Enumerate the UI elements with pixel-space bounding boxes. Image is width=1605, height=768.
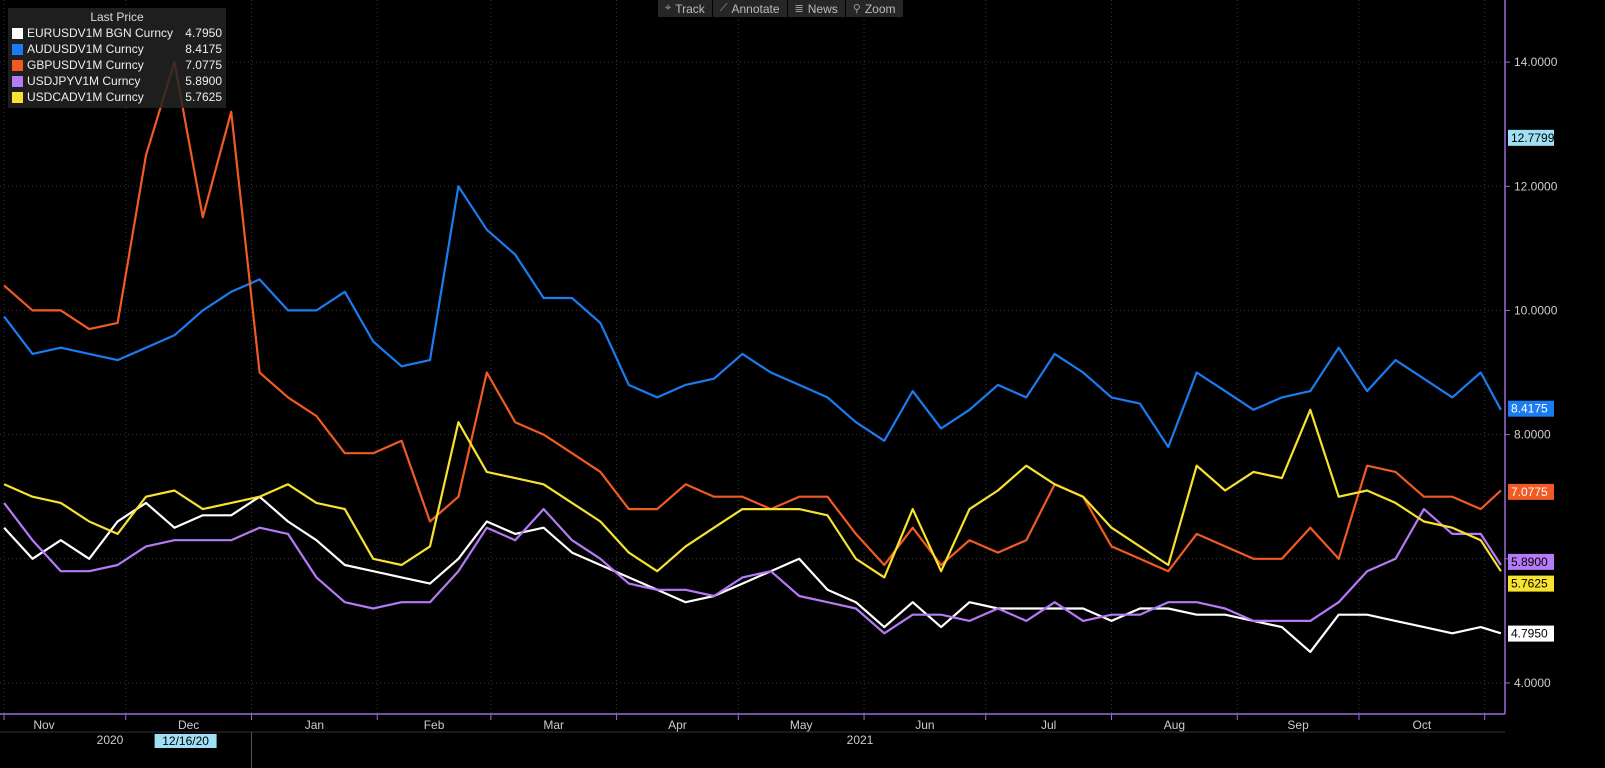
track-button[interactable]: ⌖ Track [658,0,713,17]
series-line [3,60,1502,573]
legend-swatch [12,75,23,87]
highlight-date-label: 12/16/20 [162,734,209,748]
legend-title: Last Price [90,10,144,24]
annotate-button[interactable]: ⟋ Annotate [712,0,788,17]
last-value-tag: 7.0775 [1511,485,1548,499]
y-tick-label: 10.0000 [1514,303,1558,317]
year-label-2021: 2021 [847,733,874,747]
series-lines [3,60,1502,654]
last-value-tag-bg [1508,400,1554,417]
magnifier-icon: ⚲ [852,3,861,15]
legend-entry-gbpusd[interactable]: GBPUSDV1M Curncy 7.0775 [12,57,222,73]
axes: 4.00006.00008.000010.000012.000014.00001… [0,0,1558,768]
last-value-tag: 4.7950 [1511,627,1548,641]
y-tick-label: 14.0000 [1514,55,1558,69]
year-label-2020: 2020 [97,733,124,747]
legend-swatch [12,91,23,103]
last-value-tag: 8.4175 [1511,402,1548,416]
y-tick-label: 12.0000 [1514,179,1558,193]
crosshair-icon: ⌖ [665,2,672,14]
legend-entry-eurusd[interactable]: EURUSDV1M BGN Curncy 4.7950 [12,25,222,41]
x-month-label: Feb [424,718,445,732]
legend-name: USDJPYV1M Curncy [27,74,141,88]
last-value-tag: 5.8900 [1511,555,1548,569]
x-month-label: Nov [33,718,54,732]
x-month-label: Mar [543,718,564,732]
x-month-label: Oct [1413,718,1432,732]
legend-name: AUDUSDV1M Curncy [27,42,144,56]
zoom-label: Zoom [864,1,896,16]
series-line [3,185,1502,449]
range-marker-tag-bg [1508,129,1554,146]
legend-swatch [12,43,23,55]
y-tick-label: 4.0000 [1514,676,1551,690]
grid-lines [0,0,1505,714]
last-value-tag: 5.7625 [1511,577,1548,591]
last-value-tag-bg [1508,553,1554,570]
x-month-label: Apr [668,718,687,732]
highlight-date-bg [154,734,217,748]
x-month-label: Jul [1041,718,1056,732]
last-value-tag-bg [1508,483,1554,500]
track-label: Track [675,1,705,16]
range-marker-tag: 12.7799 [1511,131,1555,145]
x-month-label: Jan [305,718,324,732]
news-button[interactable]: ≣ News [787,0,846,17]
pencil-icon: ⟋ [719,2,728,14]
legend-value: 4.7950 [185,26,222,40]
legend-value: 7.0775 [185,58,222,72]
x-month-label: Dec [178,718,199,732]
legend-value: 5.7625 [185,90,222,104]
x-month-label: Aug [1164,718,1185,732]
legend-entry-usdcad[interactable]: USDCADV1M Curncy 5.7625 [12,89,222,105]
legend-entry-audusd[interactable]: AUDUSDV1M Curncy 8.4175 [12,41,222,57]
legend: Last Price EURUSDV1M BGN Curncy 4.7950 A… [8,8,226,108]
last-value-tag-bg [1508,625,1554,642]
legend-name: EURUSDV1M BGN Curncy [27,26,174,40]
legend-swatch [12,59,23,71]
x-month-label: Jun [915,718,934,732]
legend-name: USDCADV1M Curncy [27,90,144,104]
x-month-label: May [790,718,813,732]
legend-entry-usdjpy[interactable]: USDJPYV1M Curncy 5.8900 [12,73,222,89]
zoom-button[interactable]: ⚲ Zoom [845,0,904,17]
legend-name: GBPUSDV1M Curncy [27,58,144,72]
annotate-label: Annotate [731,1,780,16]
series-line [3,408,1502,579]
x-month-label: Sep [1287,718,1309,732]
news-label: News [807,1,838,16]
chart-toolbar: ⌖ Track ⟋ Annotate ≣ News ⚲ Zoom [658,0,904,17]
y-tick-label: 8.0000 [1514,428,1551,442]
series-line [3,502,1502,635]
legend-value: 8.4175 [185,42,222,56]
news-icon: ≣ [794,3,804,15]
legend-value: 5.8900 [185,74,222,88]
last-value-tag-bg [1508,575,1554,592]
legend-swatch [12,27,23,39]
